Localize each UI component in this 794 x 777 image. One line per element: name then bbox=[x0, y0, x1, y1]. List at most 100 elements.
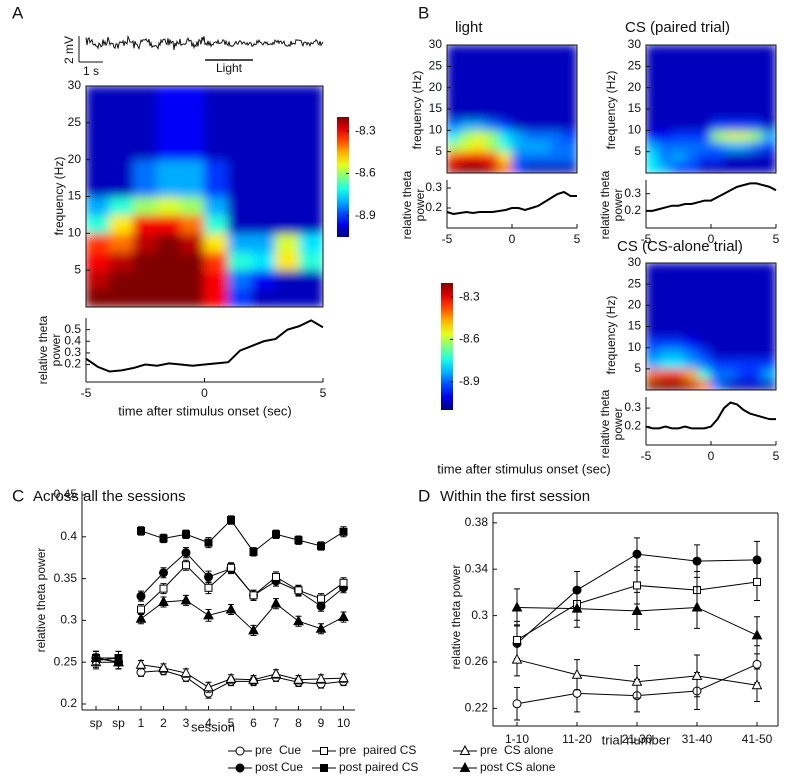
marker bbox=[320, 747, 328, 755]
heatmap-cell bbox=[298, 232, 323, 253]
marker bbox=[180, 666, 192, 678]
heatmap-cell bbox=[511, 161, 526, 173]
heatmap-cell bbox=[156, 86, 182, 161]
heatmap-cell bbox=[511, 119, 526, 131]
legend-label: post Cue bbox=[255, 760, 303, 774]
heatmap-cell bbox=[472, 129, 487, 142]
heatmap-cell bbox=[511, 129, 526, 142]
theta-line bbox=[446, 190, 577, 216]
y-axis-label: frequency (Hz) bbox=[604, 296, 618, 375]
y-tick-label: 5 bbox=[634, 361, 641, 375]
colorbar bbox=[441, 283, 453, 410]
heatmap-cell bbox=[646, 151, 660, 163]
light-label: Light bbox=[216, 61, 243, 75]
heatmap-cell bbox=[459, 119, 474, 131]
heatmap-cell bbox=[550, 87, 565, 110]
heatmap-cell bbox=[550, 108, 565, 121]
heatmap-cell bbox=[109, 269, 134, 290]
heatmap-cell bbox=[671, 87, 686, 110]
heatmap-cell bbox=[498, 87, 513, 110]
series-line bbox=[96, 564, 344, 659]
marker bbox=[203, 609, 214, 620]
colorbar-tick-label: -8.6 bbox=[459, 332, 480, 346]
marker bbox=[249, 547, 258, 556]
legend-label: pre CS alone bbox=[480, 743, 554, 757]
heatmap-cell bbox=[697, 304, 712, 327]
heatmap-cell bbox=[697, 119, 712, 131]
heatmap-cell bbox=[762, 161, 776, 173]
x-tick-label: -5 bbox=[641, 449, 652, 463]
heatmap-cell bbox=[646, 347, 660, 359]
heatmap-cell bbox=[227, 196, 253, 216]
marker bbox=[571, 602, 583, 613]
heatmap bbox=[646, 45, 776, 173]
heatmap-cell bbox=[736, 304, 751, 327]
heatmap-cell bbox=[156, 196, 182, 216]
marker bbox=[204, 538, 213, 547]
heatmap-cell bbox=[723, 108, 738, 121]
heatmap-cell bbox=[86, 288, 111, 307]
marker bbox=[158, 595, 169, 607]
x-tick-label: 7 bbox=[273, 716, 280, 730]
y-axis-label: relative theta power bbox=[34, 548, 48, 653]
marker bbox=[135, 658, 147, 669]
heatmap-cell bbox=[275, 288, 300, 307]
heatmap-cell bbox=[537, 151, 552, 163]
y-tick-label: 10 bbox=[68, 226, 82, 240]
heatmap-cell bbox=[485, 108, 500, 121]
heatmap-cell bbox=[671, 336, 686, 349]
heatmap-cell bbox=[132, 196, 158, 216]
heatmap-cell bbox=[86, 214, 111, 234]
heatmap-cell bbox=[762, 87, 776, 110]
heatmap-cell bbox=[697, 336, 712, 349]
panel-label: B bbox=[418, 3, 429, 22]
x-axis-label: trial number bbox=[602, 732, 671, 747]
heatmap-cell bbox=[710, 151, 725, 163]
y-tick-label: 15 bbox=[628, 101, 642, 115]
heatmap-cell bbox=[697, 326, 712, 338]
heatmap-cell bbox=[658, 151, 673, 163]
heatmap-cell bbox=[204, 86, 229, 161]
y-tick-label: 30 bbox=[628, 37, 642, 51]
heatmap-cell bbox=[671, 263, 686, 306]
heatmap-cell bbox=[736, 263, 751, 306]
heatmap-cell bbox=[762, 378, 776, 390]
heatmap-cell bbox=[749, 378, 764, 390]
heatmap-cell bbox=[646, 336, 660, 349]
heatmap-cell bbox=[749, 304, 764, 327]
heatmap-cell bbox=[472, 151, 487, 163]
heatmap-cell bbox=[524, 108, 539, 121]
legend-label: pre paired CS bbox=[339, 743, 416, 757]
heatmap-cell bbox=[227, 214, 253, 234]
heatmap-cell bbox=[723, 119, 738, 131]
heatmap-cell bbox=[298, 196, 323, 216]
heatmap-cell bbox=[498, 151, 513, 163]
heatmap-cell bbox=[684, 336, 699, 349]
heatmap-cell bbox=[459, 45, 474, 89]
x-tick-label: 0 bbox=[708, 232, 715, 246]
marker bbox=[691, 601, 703, 612]
y-tick-label: 0.3 bbox=[425, 180, 442, 194]
heatmap-cell bbox=[132, 159, 158, 197]
heatmap-cell bbox=[511, 108, 526, 121]
marker bbox=[293, 673, 304, 684]
heatmap-cell bbox=[671, 119, 686, 131]
heatmap-cell bbox=[109, 196, 134, 216]
y-tick-label: 20 bbox=[628, 80, 642, 94]
heatmap-cell bbox=[671, 140, 686, 153]
x-tick-label: 5 bbox=[574, 232, 581, 246]
x-tick-label: 0 bbox=[708, 449, 715, 463]
heatmap-cell bbox=[697, 129, 712, 142]
heatmap-cell bbox=[671, 151, 686, 163]
heatmap-cell bbox=[671, 347, 686, 359]
panel-label: D bbox=[418, 486, 430, 505]
heatmap-cell bbox=[180, 269, 205, 290]
marker bbox=[203, 681, 214, 692]
heatmap-cell bbox=[710, 108, 725, 121]
heatmap-cell bbox=[298, 214, 323, 234]
marker bbox=[692, 556, 702, 566]
x-tick-label: 5 bbox=[228, 716, 235, 730]
heatmap-cell bbox=[762, 129, 776, 142]
heatmap-cell bbox=[447, 45, 461, 89]
